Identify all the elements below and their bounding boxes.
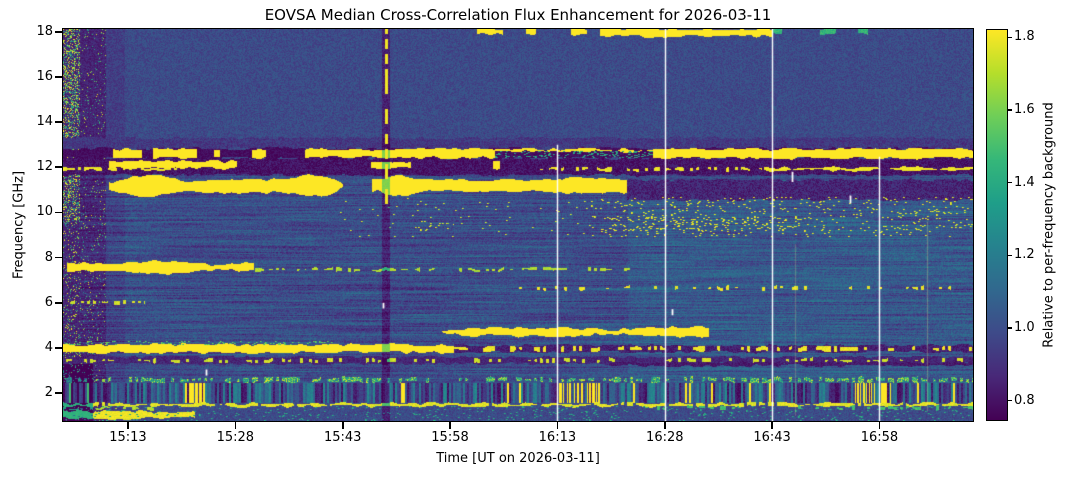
y-tick-mark [55,392,62,394]
x-tick-label: 16:13 [538,430,577,445]
x-tick-label: 15:58 [431,430,469,445]
y-tick-label: 4 [44,340,53,356]
colorbar-tick-label: 1.8 [1014,29,1035,45]
x-tick-mark [127,422,129,429]
y-tick-label: 10 [36,204,53,220]
x-tick-label: 16:43 [753,430,791,445]
y-tick-label: 12 [36,159,53,175]
y-tick-label: 18 [36,23,53,39]
y-tick-mark [55,347,62,349]
y-tick-mark [55,302,62,304]
y-tick-label: 14 [36,114,53,130]
y-tick-mark [55,211,62,214]
x-tick-label: 16:58 [860,430,899,445]
x-tick-label: 15:28 [216,430,255,445]
colorbar-tick-label: 1.6 [1014,102,1035,118]
x-tick-mark [234,422,237,429]
y-tick-label: 8 [44,249,53,265]
y-tick-label: 6 [44,294,53,310]
colorbar [986,29,1008,421]
y-tick-label: 16 [36,68,53,84]
x-tick-mark [341,422,344,429]
x-tick-mark [556,422,559,429]
colorbar-tick-mark [1008,182,1012,184]
y-tick-mark [55,30,62,33]
x-tick-mark [449,422,451,429]
spectrogram-canvas [63,29,973,421]
x-tick-mark [663,422,666,429]
colorbar-tick-label: 0.8 [1014,392,1035,408]
chart-title: EOVSA Median Cross-Correlation Flux Enha… [264,6,772,24]
x-tick-mark [878,422,881,429]
x-tick-mark [771,422,773,429]
colorbar-tick-mark [1008,399,1012,402]
y-tick-mark [55,121,62,123]
y-tick-mark [55,256,62,259]
x-tick-label: 15:43 [323,430,362,445]
colorbar-tick-label: 1.2 [1014,247,1035,263]
y-tick-label: 2 [44,385,53,401]
x-axis-label: Time [UT on 2026-03-11] [436,451,600,466]
colorbar-tick-label: 1.4 [1014,174,1035,190]
plot-area [62,28,974,422]
colorbar-tick-mark [1008,327,1012,329]
colorbar-tick-mark [1008,109,1012,111]
x-tick-label: 16:28 [646,430,684,445]
x-tick-label: 15:13 [109,430,147,445]
colorbar-tick-mark [1008,36,1012,39]
y-tick-mark [55,166,62,169]
colorbar-label: Relative to per-frequency background [1041,102,1057,348]
y-tick-mark [55,76,62,78]
colorbar-tick-label: 1.0 [1014,319,1035,335]
colorbar-tick-mark [1008,254,1012,256]
